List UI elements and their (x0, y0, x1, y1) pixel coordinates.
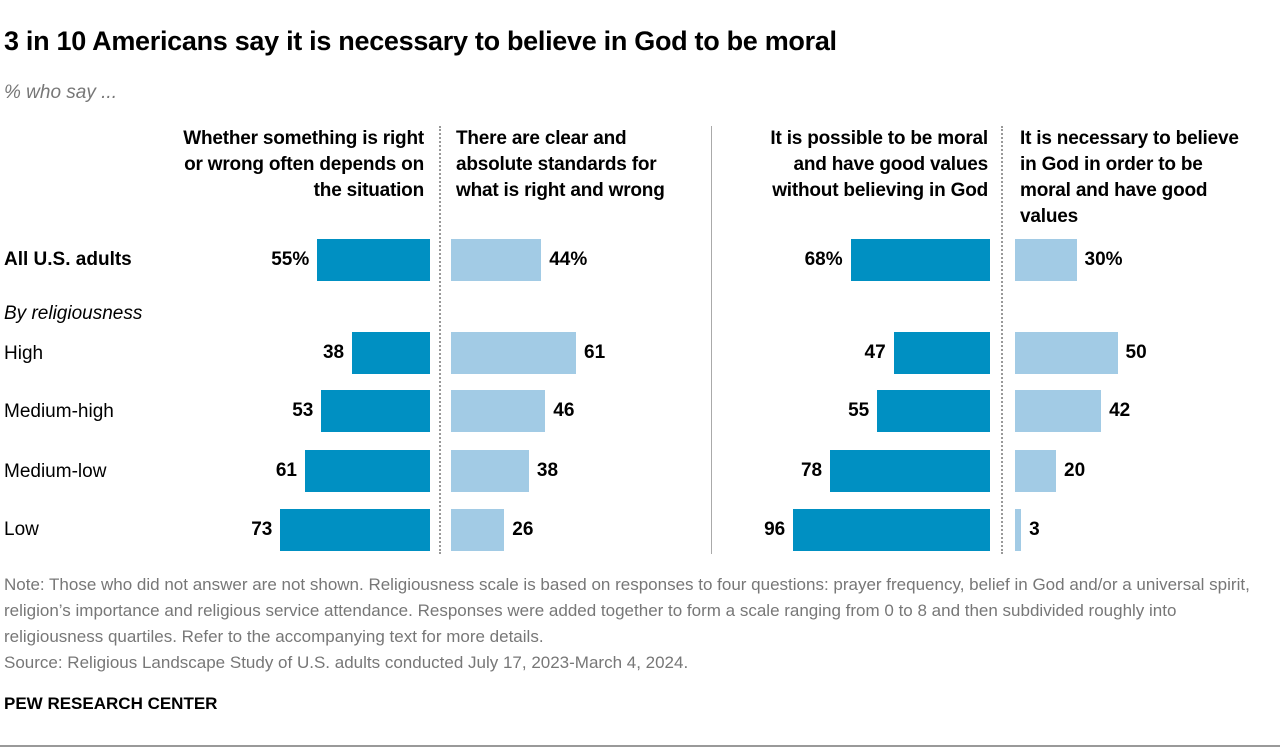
value-label-s0-r4: 73 (251, 519, 273, 540)
bar-s0-r3 (304, 450, 430, 492)
bar-s3-r4 (1015, 509, 1022, 551)
bar-s1-r3 (451, 450, 529, 492)
bar-s1-r2 (451, 390, 546, 432)
bar-s1-r1 (451, 332, 577, 374)
value-label-s2-r0: 68% (804, 249, 843, 270)
value-label-s3-r0: 30% (1084, 249, 1123, 270)
value-label-s2-r4: 96 (764, 519, 786, 540)
value-label-s3-r4: 3 (1029, 519, 1040, 540)
row-label-medium-high: Medium-high (4, 401, 114, 422)
bar-s2-r2 (877, 390, 990, 432)
bar-s1-r0 (451, 239, 542, 281)
bar-s3-r0 (1015, 239, 1077, 281)
bar-s0-r2 (321, 390, 430, 432)
bar-s0-r0 (317, 239, 430, 281)
bar-s2-r4 (793, 509, 990, 551)
column-header-absolute-standards: There are clear and absolute standards f… (456, 128, 665, 201)
bar-s3-r1 (1015, 332, 1118, 374)
row-label-medium-low: Medium-low (4, 461, 107, 482)
value-label-s0-r1: 38 (322, 342, 345, 363)
chart-subtitle: % who say ... (4, 82, 117, 103)
bar-s0-r4 (280, 509, 430, 551)
row-label-high: High (4, 343, 44, 364)
value-label-s3-r1: 50 (1125, 342, 1147, 363)
value-label-s0-r2: 53 (292, 400, 314, 421)
source-text: Source: Religious Landscape Study of U.S… (4, 653, 689, 672)
value-label-s2-r3: 78 (800, 460, 823, 481)
value-label-s3-r3: 20 (1064, 460, 1086, 481)
value-label-s0-r3: 61 (275, 460, 297, 481)
bar-s3-r3 (1015, 450, 1056, 492)
value-label-s1-r3: 38 (536, 460, 559, 481)
chart-notes: Note: Those who did not answer are not s… (4, 572, 1276, 676)
chart-title: 3 in 10 Americans say it is necessary to… (4, 26, 837, 56)
value-label-s3-r2: 42 (1109, 400, 1131, 421)
divider-dotted-left (439, 126, 441, 554)
bar-s3-r2 (1015, 390, 1102, 432)
value-label-s2-r2: 55 (848, 400, 870, 421)
group-label-religiousness: By religiousness (4, 303, 143, 324)
value-label-s0-r0: 55% (271, 249, 310, 270)
bar-s2-r0 (850, 239, 990, 281)
note-text: Note: Those who did not answer are not s… (4, 575, 1250, 646)
column-header-necessary-to-believe: It is necessary to believe in God in ord… (1020, 128, 1239, 227)
value-label-s1-r4: 26 (512, 519, 534, 540)
brand-logo-text: PEW RESEARCH CENTER (4, 694, 218, 713)
column-header-depends-on-situation: Whether something is right or wrong ofte… (183, 128, 424, 201)
row-label-all-adults: All U.S. adults (4, 249, 132, 270)
bar-s2-r1 (893, 332, 990, 374)
row-label-low: Low (4, 519, 39, 540)
value-label-s1-r2: 46 (553, 400, 575, 421)
value-label-s2-r1: 47 (864, 342, 886, 363)
bottom-rule (0, 745, 1280, 747)
bar-s0-r1 (352, 332, 430, 374)
bar-s1-r4 (451, 509, 505, 551)
bar-s2-r3 (830, 450, 990, 492)
divider-solid-center (711, 126, 712, 554)
column-header-possible-without-god: It is possible to be moral and have good… (770, 128, 988, 201)
divider-dotted-right (1001, 126, 1003, 554)
value-label-s1-r1: 61 (584, 342, 606, 363)
value-label-s1-r0: 44% (549, 249, 588, 270)
